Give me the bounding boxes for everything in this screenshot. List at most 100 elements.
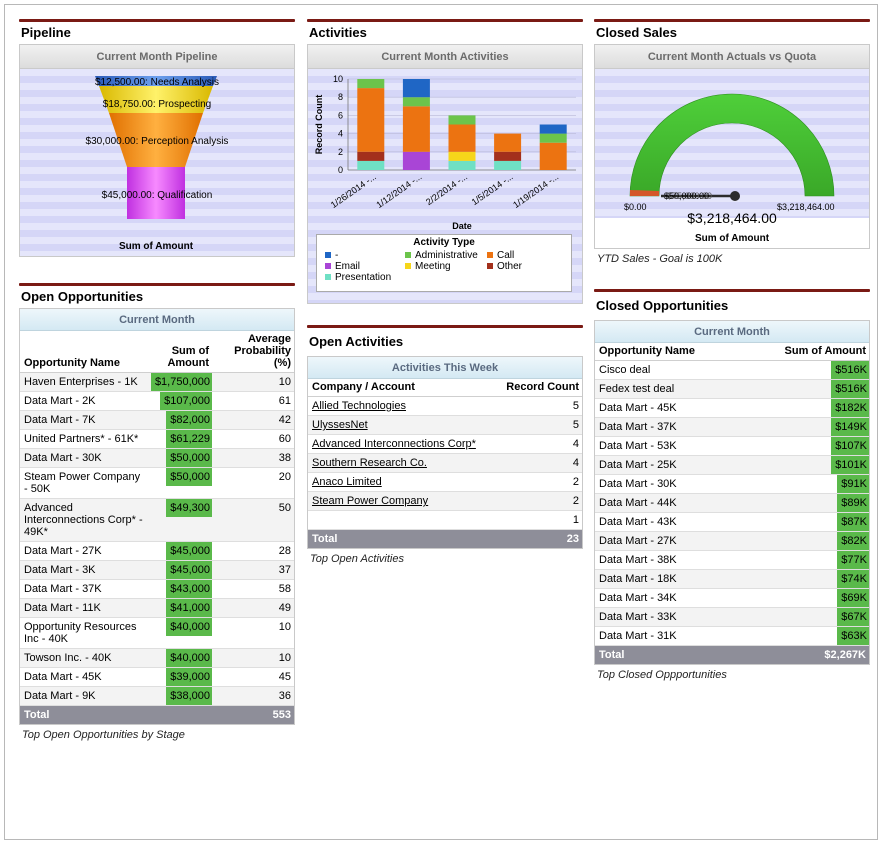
x-axis-label: Date [452,221,472,231]
dashboard-frame: Pipeline Current Month Pipeline [4,4,878,840]
bar-segment[interactable] [448,160,476,170]
gauge-actual-arc[interactable] [629,93,835,197]
table-row[interactable]: Steam Power Company - 50K $50,000 20 [20,467,294,499]
table-row[interactable]: UlyssesNet 5 [308,415,582,435]
table-row[interactable]: Advanced Interconnections Corp* 4 [308,434,582,454]
table-row[interactable]: Data Mart - 25K $101K [595,455,869,475]
table-row[interactable]: Data Mart - 18K $74K [595,569,869,589]
company-link[interactable]: UlyssesNet [312,419,368,431]
bar-segment[interactable] [539,133,567,143]
probability-cell: 10 [212,648,294,668]
company-link[interactable]: Southern Research Co. [312,457,427,469]
pipeline-section: Pipeline Current Month Pipeline [19,19,295,257]
funnel-stage-prospecting[interactable] [99,86,213,113]
probability-cell: 20 [212,467,294,499]
table-row[interactable]: Data Mart - 34K $69K [595,588,869,608]
company-link[interactable]: Advanced Interconnections Corp* [312,438,476,450]
funnel-stage-perception-analysis[interactable] [109,113,203,167]
activities-chart-panel[interactable]: Current Month Activities 0 2 4 6 8 10 Record C… [307,44,583,304]
bar-segment[interactable] [448,151,476,161]
col-header-opportunity-name[interactable]: Opportunity Name [20,331,146,373]
bar-segment[interactable] [539,142,567,170]
table-row[interactable]: Towson Inc. - 40K $40,000 10 [20,648,294,668]
table-row[interactable]: Data Mart - 2K $107,000 61 [20,391,294,411]
bar-segment[interactable] [494,151,522,161]
table-row[interactable]: Fedex test deal $516K [595,379,869,399]
table-row[interactable]: Anaco Limited 2 [308,472,582,492]
amount-value: $82,000 [166,411,212,429]
pipeline-chart-panel[interactable]: Current Month Pipeline [19,44,295,257]
probability-cell: 50 [212,498,294,542]
table-row[interactable]: Data Mart - 9K $38,000 36 [20,686,294,706]
table-row[interactable]: 1 [308,510,582,530]
table-row[interactable]: Opportunity Resources Inc - 40K $40,000 10 [20,617,294,649]
table-row[interactable]: Data Mart - 27K $45,000 28 [20,541,294,561]
table-row[interactable]: Data Mart - 31K $63K [595,626,869,646]
table-row[interactable]: Data Mart - 53K $107K [595,436,869,456]
company-link[interactable]: Steam Power Company [312,495,429,507]
table-row[interactable]: Data Mart - 30K $91K [595,474,869,494]
table-row[interactable]: United Partners* - 61K* $61,229 60 [20,429,294,449]
bar-segment[interactable] [402,97,430,107]
table-row[interactable]: Data Mart - 45K $182K [595,398,869,418]
company-link[interactable]: Allied Technologies [312,400,406,412]
table-row[interactable]: Data Mart - 33K $67K [595,607,869,627]
table-row[interactable]: Southern Research Co. 4 [308,453,582,473]
table-row[interactable]: Advanced Interconnections Corp* - 49K* $4… [20,498,294,542]
bar-segment[interactable] [357,160,385,170]
gauge-value-label: $3,218,464.00 [687,210,777,226]
closed-opportunities-section: Closed Opportunities Current Month Oppor… [594,289,870,681]
table-row[interactable]: Data Mart - 37K $43,000 58 [20,579,294,599]
y-axis-label: Record Count [314,95,324,155]
amount-cell: $39,000 [146,667,212,687]
bar-segment[interactable] [357,151,385,161]
bar-segment[interactable] [494,160,522,170]
bar-segment[interactable] [357,79,385,89]
gauge-needle-hub [730,191,740,201]
table-row[interactable]: Haven Enterprises - 1K $1,750,000 10 [20,372,294,392]
table-row[interactable]: Steam Power Company 2 [308,491,582,511]
total-label: Total [20,705,212,724]
table-row[interactable]: Data Mart - 11K $41,000 49 [20,598,294,618]
bar-segment[interactable] [494,133,522,152]
table-row[interactable]: Cisco deal $516K [595,360,869,380]
col-header-sum-of-amount[interactable]: Sum of Amount [146,331,212,373]
table-row[interactable]: Data Mart - 27K $82K [595,531,869,551]
amount-value: $41,000 [166,599,212,617]
bar-segment[interactable] [539,124,567,134]
closed-sales-chart-title: Current Month Actuals vs Quota [595,45,869,69]
col-header-opportunity-name[interactable]: Opportunity Name [595,343,743,361]
table-row[interactable]: Data Mart - 37K $149K [595,417,869,437]
col-header-average-probability[interactable]: Average Probability (%) [212,331,294,373]
table-row[interactable]: Data Mart - 30K $50,000 38 [20,448,294,468]
legend-item: Call [487,250,522,261]
table-row[interactable]: Allied Technologies 5 [308,396,582,416]
company-cell: Allied Technologies [308,396,495,416]
opportunity-name-cell: Data Mart - 25K [595,455,743,475]
bar-segment[interactable] [448,115,476,125]
table-row[interactable]: Data Mart - 45K $39,000 45 [20,667,294,687]
bar-segment[interactable] [402,79,430,98]
col-header-sum-of-amount[interactable]: Sum of Amount [742,343,869,361]
opportunity-name-cell: United Partners* - 61K* [20,429,146,449]
bar-segment[interactable] [357,88,385,152]
opportunity-name-cell: Opportunity Resources Inc - 40K [20,617,146,649]
amount-value: $107K [831,437,869,455]
bar-segment[interactable] [402,106,430,152]
closed-sales-chart-panel[interactable]: Current Month Actuals vs Quota $75,000.0… [594,44,870,249]
table-row[interactable]: Data Mart - 3K $45,000 37 [20,560,294,580]
col-header-record-count[interactable]: Record Count [494,379,582,397]
bar-segment[interactable] [448,124,476,152]
table-row[interactable]: Data Mart - 7K $82,000 42 [20,410,294,430]
funnel-stage-qualification[interactable] [127,167,185,219]
opportunity-name-cell: Haven Enterprises - 1K [20,372,146,392]
company-cell: Advanced Interconnections Corp* [308,434,495,454]
company-link[interactable]: Anaco Limited [312,476,382,488]
table-row[interactable]: Data Mart - 38K $77K [595,550,869,570]
table-row[interactable]: Data Mart - 44K $89K [595,493,869,513]
table-row[interactable]: Data Mart - 43K $87K [595,512,869,532]
bar-segment[interactable] [402,151,430,170]
closed-opportunities-title: Closed Opportunities [596,298,729,313]
col-header-company-account[interactable]: Company / Account [308,379,495,397]
funnel-stage-needs-analysis[interactable] [95,76,217,86]
